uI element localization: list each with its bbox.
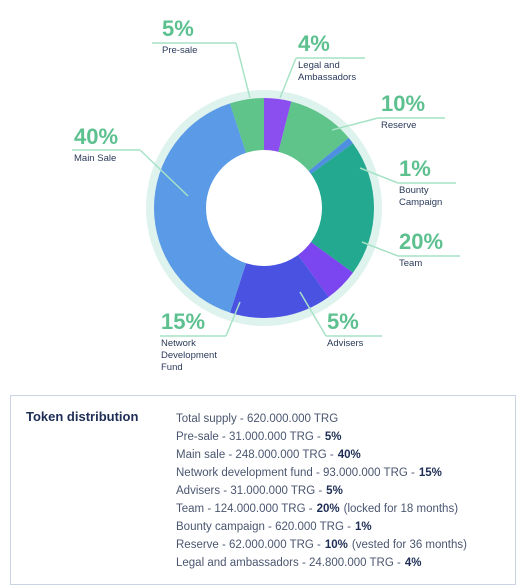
leader-line [160,301,241,337]
row-text: Total supply - 620.000.000 TRG [176,413,339,425]
row-percent: 5% [326,485,343,497]
row-text: Main sale - 248.000.000 TRG - [176,449,334,461]
leader-line [299,291,382,337]
slice-name: Team [399,258,423,269]
leader-line [359,167,456,184]
row-note: (vested for 36 months) [351,539,467,551]
table-row: Network development fund - 93.000.000 TR… [176,464,467,482]
table-title: Token distribution [26,409,139,424]
percent-label: 1% [399,156,431,181]
slice-name: Network Development Fund [161,338,217,373]
table-row: Main sale - 248.000.000 TRG -40% [176,446,467,464]
distribution-table: Token distribution Total supply - 620.00… [10,395,516,585]
row-percent: 20% [316,503,340,515]
chart [72,42,460,337]
percent-label: 4% [298,31,330,56]
row-text: Legal and ambassadors - 24.800.000 TRG - [176,557,401,569]
slice-name: Bounty Campaign [399,185,443,208]
slice-name: Reserve [381,120,417,131]
row-text: Pre-sale - 31.000.000 TRG - [176,431,321,443]
slice-name: Legal and Ambassadors [298,60,357,83]
row-text: Advisers - 31.000.000 TRG - [176,485,323,497]
leader-line [152,42,251,99]
slice-name: Pre-sale [162,45,198,56]
row-text: Reserve - 62.000.000 TRG - [176,539,321,551]
row-percent: 15% [418,467,442,479]
row-note: (locked for 18 months) [343,503,459,515]
leader-line [331,117,445,131]
percent-label: 5% [327,309,359,334]
percent-label: 40% [74,124,119,149]
row-text: Network development fund - 93.000.000 TR… [176,467,415,479]
row-percent: 1% [354,521,372,533]
slice-name: Advisers [327,338,364,349]
hole [206,150,322,266]
table-row: Reserve - 62.000.000 TRG -10% (vested for… [176,536,467,554]
percent-label: 10% [381,91,426,116]
row-text: Team - 124.000.000 TRG - [176,503,313,515]
table-row: Advisers - 31.000.000 TRG -5% [176,482,467,500]
leader-line [279,57,365,99]
leader-line [361,241,460,257]
row-percent: 40% [337,449,361,461]
row-percent: 10% [324,539,348,551]
percent-label: 15% [161,309,206,334]
table-row: Team - 124.000.000 TRG -20% (locked for 1… [176,500,467,518]
percent-label: 5% [162,16,194,41]
row-text: Bounty campaign - 620.000 TRG - [176,521,351,533]
percent-label: 20% [399,229,444,254]
table-row: Total supply - 620.000.000 TRG [176,410,467,428]
table-row: Legal and ambassadors - 24.800.000 TRG -… [176,554,467,572]
table-row: Bounty campaign - 620.000 TRG -1% [176,518,467,536]
leader-line [72,149,189,197]
table-row: Pre-sale - 31.000.000 TRG -5% [176,428,467,446]
row-percent: 4% [404,557,422,569]
row-percent: 5% [324,431,342,443]
slice-name: Main Sale [74,153,117,164]
